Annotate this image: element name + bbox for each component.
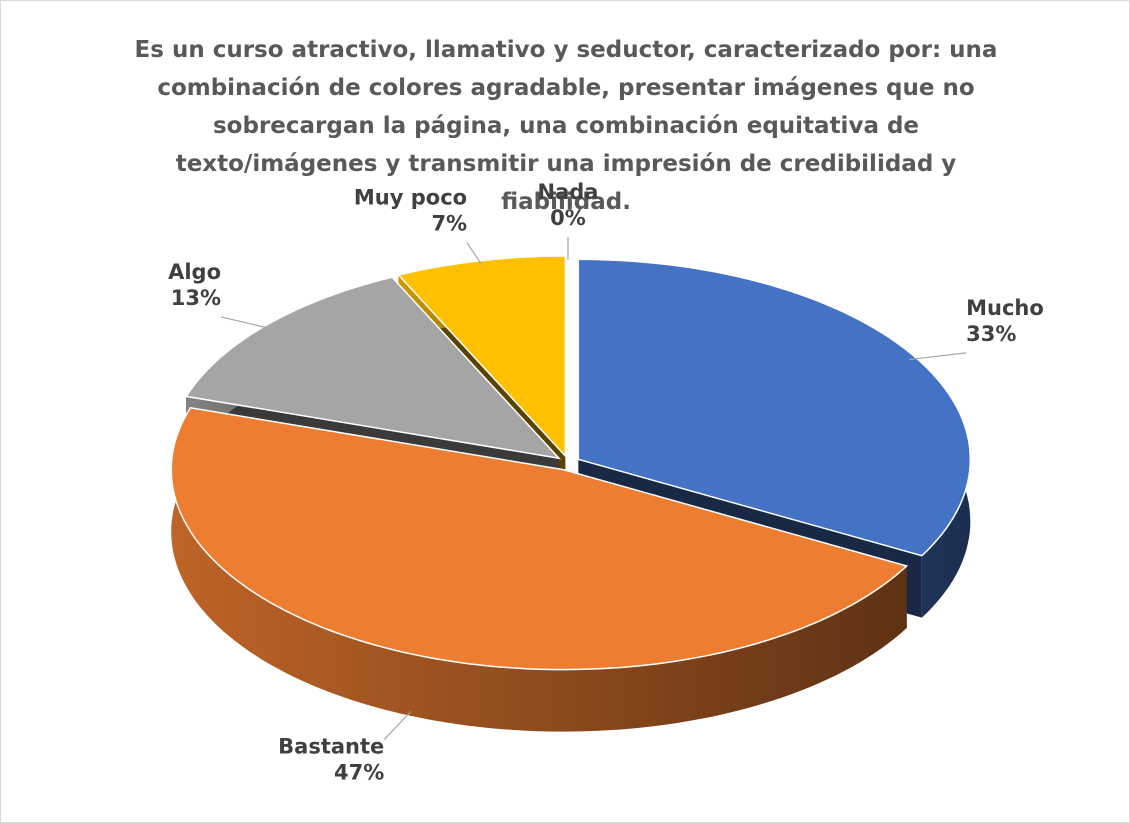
- category-label: Bastante: [278, 735, 384, 759]
- slice: [170, 406, 909, 732]
- chart-title: Es un curso atractivo, llamativo y seduc…: [134, 37, 998, 215]
- slice-wall: [171, 407, 907, 732]
- leader-line: [383, 711, 412, 741]
- slice-top: [577, 258, 972, 557]
- leader-line: [220, 316, 271, 330]
- leader-line: [466, 242, 483, 266]
- value-label: 7%: [431, 212, 467, 236]
- value-label: 0%: [550, 206, 586, 230]
- slice-top: [397, 255, 567, 458]
- category-label: Nada: [538, 180, 599, 204]
- leader-line: [908, 352, 967, 361]
- category-label: Algo: [168, 260, 221, 284]
- slice-top: [170, 406, 909, 671]
- slice-top: [184, 276, 562, 460]
- category-label: Muy poco: [354, 186, 467, 210]
- category-label: Mucho: [966, 296, 1044, 320]
- value-label: 47%: [334, 761, 384, 785]
- value-label: 33%: [966, 322, 1016, 346]
- value-label: 13%: [171, 286, 221, 310]
